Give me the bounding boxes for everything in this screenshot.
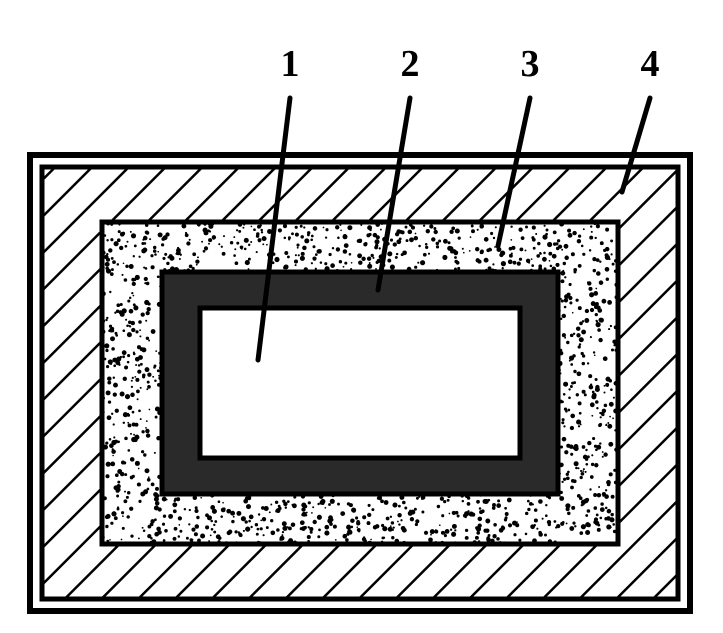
callout-label-2: 2	[401, 42, 420, 86]
diagram-svg	[0, 0, 723, 633]
callout-label-4: 4	[641, 42, 660, 86]
layer-1-core	[200, 308, 520, 458]
callout-label-3: 3	[521, 42, 540, 86]
callout-label-1: 1	[281, 42, 300, 86]
figure-root: 1 2 3 4	[0, 0, 723, 633]
